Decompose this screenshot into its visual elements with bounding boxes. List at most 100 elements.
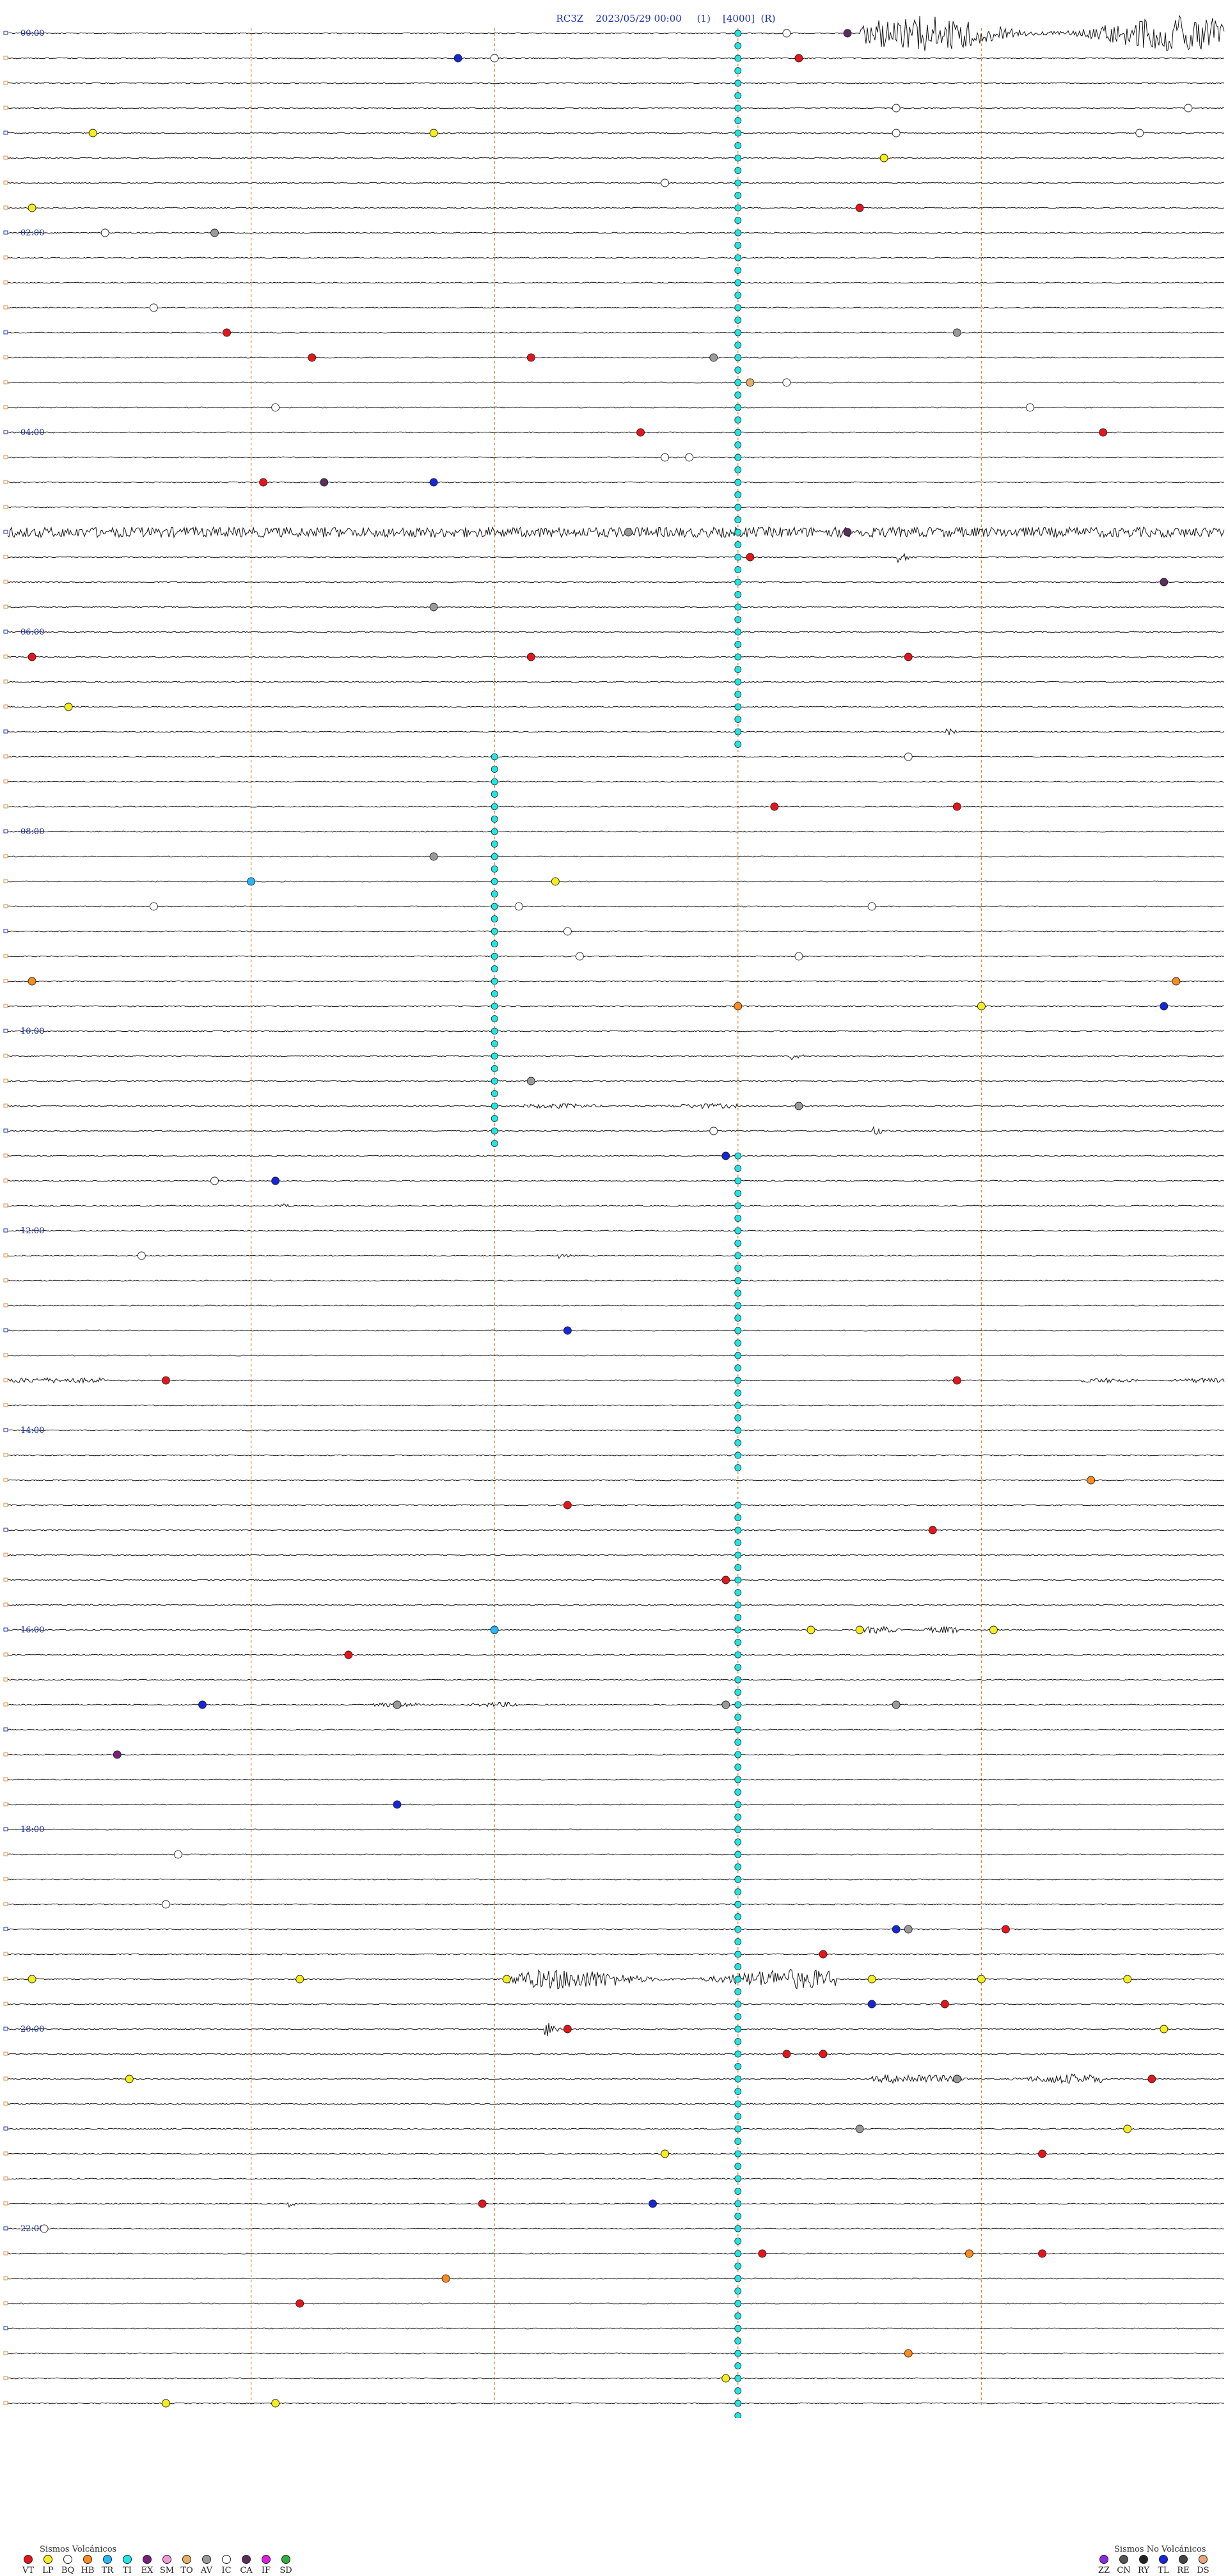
event-marker-TI: [734, 1377, 742, 1384]
event-marker-TI: [734, 491, 742, 498]
row-marker: [3, 430, 8, 434]
event-marker-AV: [904, 1925, 913, 1934]
header: RC3Z 2023/05/29 00:00 (1) [4000] (R): [550, 1, 776, 24]
row-marker: [3, 954, 8, 958]
trace-row: [7, 331, 1225, 334]
legend-code: IF: [261, 2566, 271, 2575]
trace-row: [7, 2302, 1225, 2305]
event-marker-BQ: [782, 378, 791, 387]
event-marker-TI: [734, 2375, 742, 2382]
event-marker-TI: [734, 92, 742, 99]
trace-row: [7, 381, 1225, 384]
hour-label: 18:00: [20, 1825, 44, 1835]
event-marker-TI: [491, 1040, 498, 1047]
trace-row: [7, 2277, 1225, 2280]
event-marker-TI: [734, 267, 742, 274]
event-marker-TI: [734, 1639, 742, 1646]
trace-row: [7, 955, 1225, 958]
event-marker-AV: [526, 1077, 535, 1086]
event-marker-LP: [502, 1975, 511, 1984]
event-marker-TI: [734, 2125, 742, 2133]
legend-item-vt: VT: [19, 2555, 37, 2575]
event-marker-BQ: [161, 1900, 170, 1909]
header-filter: (1): [697, 13, 711, 24]
event-marker-TI: [734, 1714, 742, 1721]
event-marker-TI: [734, 2238, 742, 2245]
trace-row: [7, 606, 1225, 608]
event-marker-TI: [734, 416, 742, 423]
event-marker-TI: [491, 865, 498, 873]
trace-row: [7, 2202, 1225, 2208]
event-marker-HB: [1172, 977, 1181, 986]
event-marker-TI: [734, 1514, 742, 1521]
row-marker: [3, 2201, 8, 2206]
event-marker-VT: [952, 1376, 961, 1385]
event-marker-BQ: [100, 228, 109, 237]
event-marker-BQ: [1026, 403, 1034, 412]
row-marker: [3, 2101, 8, 2106]
event-marker-TI: [734, 242, 742, 249]
legend-item-zz: ZZ: [1095, 2555, 1113, 2575]
trace-row: [7, 1625, 1225, 1634]
trace-row: [7, 1254, 1225, 1260]
row-marker: [3, 455, 8, 459]
legend-swatch: [242, 2555, 251, 2564]
event-marker-TI: [734, 2138, 742, 2145]
event-marker-VT: [161, 1376, 170, 1385]
row-marker: [3, 1079, 8, 1083]
trace-row: [7, 57, 1225, 59]
event-marker-TI: [491, 853, 498, 860]
hour-label: 04:00: [20, 428, 44, 438]
event-marker-IC: [40, 2224, 49, 2233]
trace-row: [8, 681, 1225, 683]
legend-swatch: [1099, 2555, 1108, 2564]
event-marker-BQ: [514, 902, 523, 911]
event-marker-TI: [734, 354, 742, 361]
hour-label: 16:00: [20, 1625, 44, 1635]
event-marker-VT: [721, 1576, 730, 1584]
trace-row: [7, 1878, 1225, 1881]
row-marker: [3, 1727, 8, 1732]
event-marker-TI: [734, 1352, 742, 1359]
row-marker: [3, 1403, 8, 1407]
trace-row: [7, 2402, 1225, 2405]
legend-code: SD: [279, 2566, 292, 2575]
row-marker: [3, 2051, 8, 2056]
row-marker: [3, 1303, 8, 1308]
row-marker: [3, 480, 8, 484]
hour-label: 10:00: [20, 1027, 44, 1036]
row-marker: [3, 1877, 8, 1881]
row-marker: [3, 280, 8, 285]
trace-row: [7, 1728, 1225, 1731]
legend-swatch: [281, 2555, 290, 2564]
event-marker-LP: [989, 1625, 998, 1634]
event-marker-TI: [734, 2063, 742, 2070]
row-marker: [3, 31, 8, 35]
event-marker-TI: [734, 117, 742, 124]
trace-row: [7, 1354, 1225, 1357]
trace-row: [7, 855, 1225, 858]
trace-row: [7, 257, 1225, 259]
row-marker: [3, 2376, 8, 2380]
event-marker-TI: [734, 1339, 742, 1347]
event-marker-LP: [721, 2374, 730, 2383]
event-marker-TI: [734, 1389, 742, 1396]
event-marker-TI: [734, 2200, 742, 2208]
row-marker: [3, 505, 8, 509]
event-marker-TL: [563, 1326, 572, 1335]
row-marker: [3, 2151, 8, 2156]
legend-code: TL: [1158, 2566, 1169, 2575]
event-marker-TI: [734, 1402, 742, 1409]
event-marker-TI: [734, 2362, 742, 2369]
legend-item-lp: LP: [39, 2555, 57, 2575]
event-marker-HB: [964, 2249, 973, 2258]
trace-row: [7, 132, 1225, 134]
event-marker-TI: [734, 329, 742, 336]
event-marker-TI: [734, 192, 742, 199]
event-marker-BQ: [661, 453, 670, 462]
event-marker-TI: [734, 1327, 742, 1334]
event-marker-LP: [807, 1625, 815, 1634]
row-marker: [3, 1602, 8, 1607]
event-marker-TI: [734, 2275, 742, 2282]
event-marker-TI: [734, 1913, 742, 1920]
